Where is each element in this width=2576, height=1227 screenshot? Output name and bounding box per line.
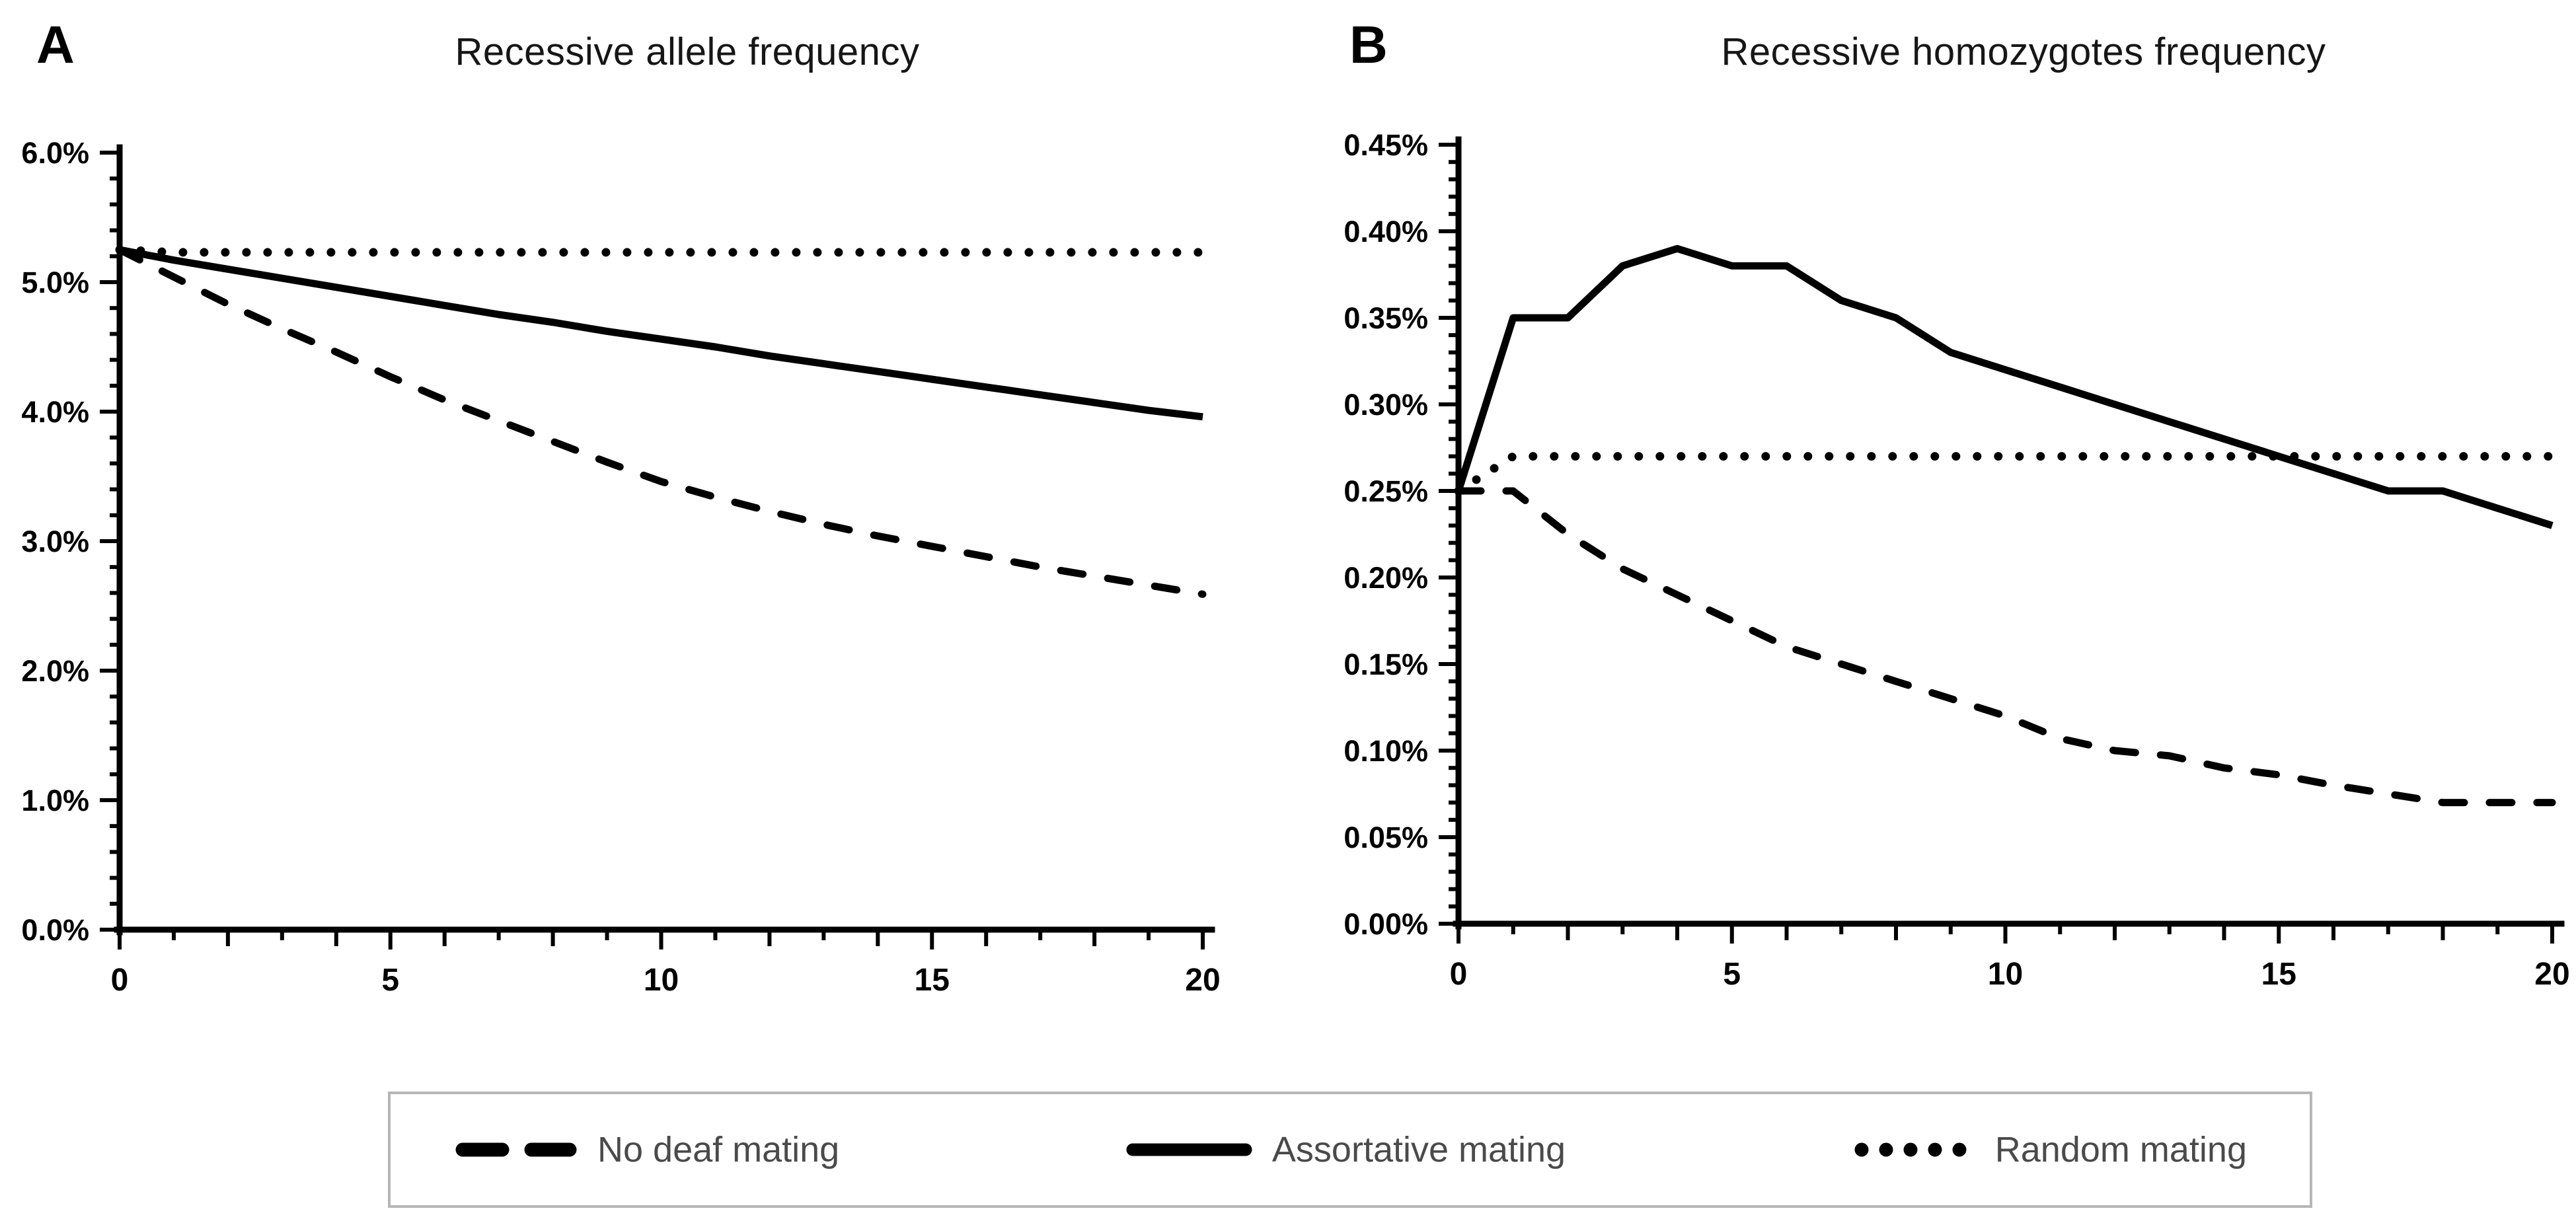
- svg-text:0.05%: 0.05%: [1344, 821, 1428, 854]
- svg-text:15: 15: [915, 963, 950, 998]
- svg-text:5.0%: 5.0%: [21, 266, 89, 299]
- legend-label: No deaf mating: [597, 1130, 840, 1170]
- legend-item: No deaf mating: [453, 1129, 839, 1170]
- panel-b-letter: B: [1349, 15, 1388, 74]
- svg-text:0.35%: 0.35%: [1344, 301, 1428, 335]
- svg-text:0.15%: 0.15%: [1344, 648, 1428, 681]
- legend-item: Random mating: [1851, 1129, 2247, 1170]
- legend: No deaf mating Assortative mating Random…: [388, 1092, 2312, 1208]
- dotted-line-sample-icon: [1854, 1142, 1977, 1157]
- solid-line-sample-icon: [1126, 1143, 1252, 1156]
- legend-label: Random mating: [1994, 1130, 2247, 1170]
- svg-text:0.40%: 0.40%: [1344, 215, 1428, 248]
- svg-text:10: 10: [644, 963, 679, 998]
- svg-text:0.10%: 0.10%: [1344, 734, 1428, 768]
- svg-text:2.0%: 2.0%: [21, 654, 89, 688]
- svg-text:0.30%: 0.30%: [1344, 388, 1428, 422]
- svg-text:0.20%: 0.20%: [1344, 561, 1428, 595]
- svg-text:15: 15: [2261, 957, 2296, 992]
- svg-text:0.00%: 0.00%: [1344, 907, 1428, 941]
- svg-text:0: 0: [1450, 957, 1468, 992]
- svg-text:5: 5: [1723, 957, 1741, 992]
- svg-text:0.45%: 0.45%: [1344, 128, 1428, 162]
- svg-text:5: 5: [381, 963, 399, 998]
- svg-text:4.0%: 4.0%: [21, 395, 89, 429]
- legend-item: Assortative mating: [1125, 1129, 1566, 1170]
- svg-text:3.0%: 3.0%: [21, 525, 89, 558]
- svg-text:20: 20: [1185, 963, 1220, 998]
- dashed-line-sample-icon: [455, 1142, 577, 1157]
- svg-text:0.0%: 0.0%: [21, 913, 89, 947]
- panel-a-letter: A: [36, 15, 75, 74]
- svg-text:1.0%: 1.0%: [21, 784, 89, 817]
- svg-text:0.25%: 0.25%: [1344, 474, 1428, 508]
- chart-canvas: 6.0% 5.0% 4.0% 3.0% 2.0% 1.0% 0.0% 0 5 10 15 20 0.45…: [21, 128, 2569, 998]
- svg-text:20: 20: [2534, 957, 2569, 992]
- panel-a-title: Recessive allele frequency: [455, 30, 920, 73]
- panel-b-title: Recessive homozygotes frequency: [1721, 30, 2326, 73]
- svg-text:6.0%: 6.0%: [21, 136, 89, 170]
- svg-text:0: 0: [111, 963, 129, 998]
- svg-text:10: 10: [1988, 957, 2023, 992]
- legend-label: Assortative mating: [1271, 1130, 1566, 1170]
